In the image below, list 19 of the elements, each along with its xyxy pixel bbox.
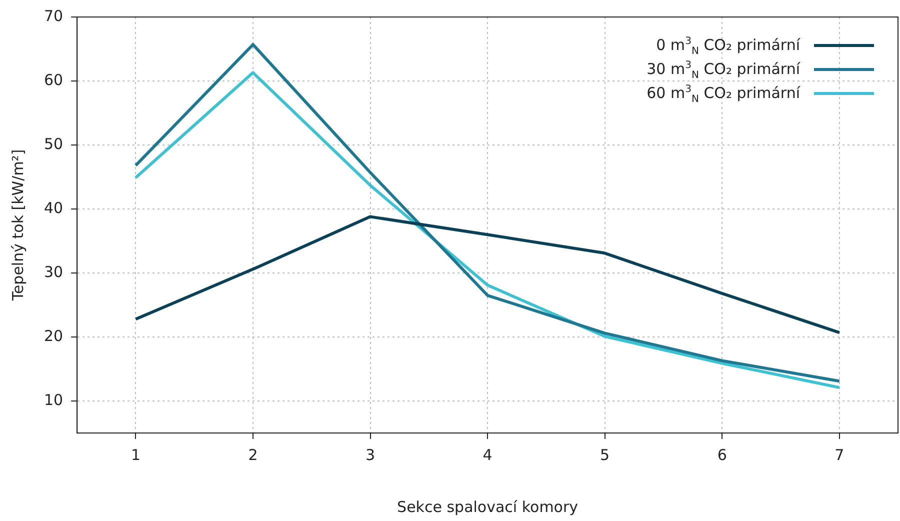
x-tick-label: 1 [130, 446, 140, 464]
x-tick-label: 6 [717, 446, 727, 464]
y-tick-label: 20 [44, 326, 64, 345]
x-tick-label: 3 [365, 446, 376, 464]
x-axis-title: Sekce spalovací komory [397, 498, 578, 516]
y-tick-label: 30 [44, 262, 64, 281]
y-axis-title: Tepelný tok [kW/m²] [8, 149, 27, 302]
legend-label: 0 m$^{3}$$_{N}$ CO₂ primární [656, 36, 800, 57]
y-tick-label: 50 [44, 134, 64, 153]
x-tick-label: 5 [600, 446, 610, 464]
x-tick-label: 2 [248, 446, 258, 464]
x-tick-label: 4 [482, 446, 492, 464]
legend-label: 30 m$^{3}$$_{N}$ CO₂ primární [646, 60, 800, 81]
y-tick-label: 60 [44, 70, 64, 89]
x-tick-label: 7 [834, 446, 844, 464]
y-tick-label: 40 [44, 198, 64, 217]
y-tick-label: 10 [44, 390, 64, 409]
legend-label: 60 m$^{3}$$_{N}$ CO₂ primární [646, 84, 800, 105]
y-tick-label: 70 [44, 6, 64, 25]
